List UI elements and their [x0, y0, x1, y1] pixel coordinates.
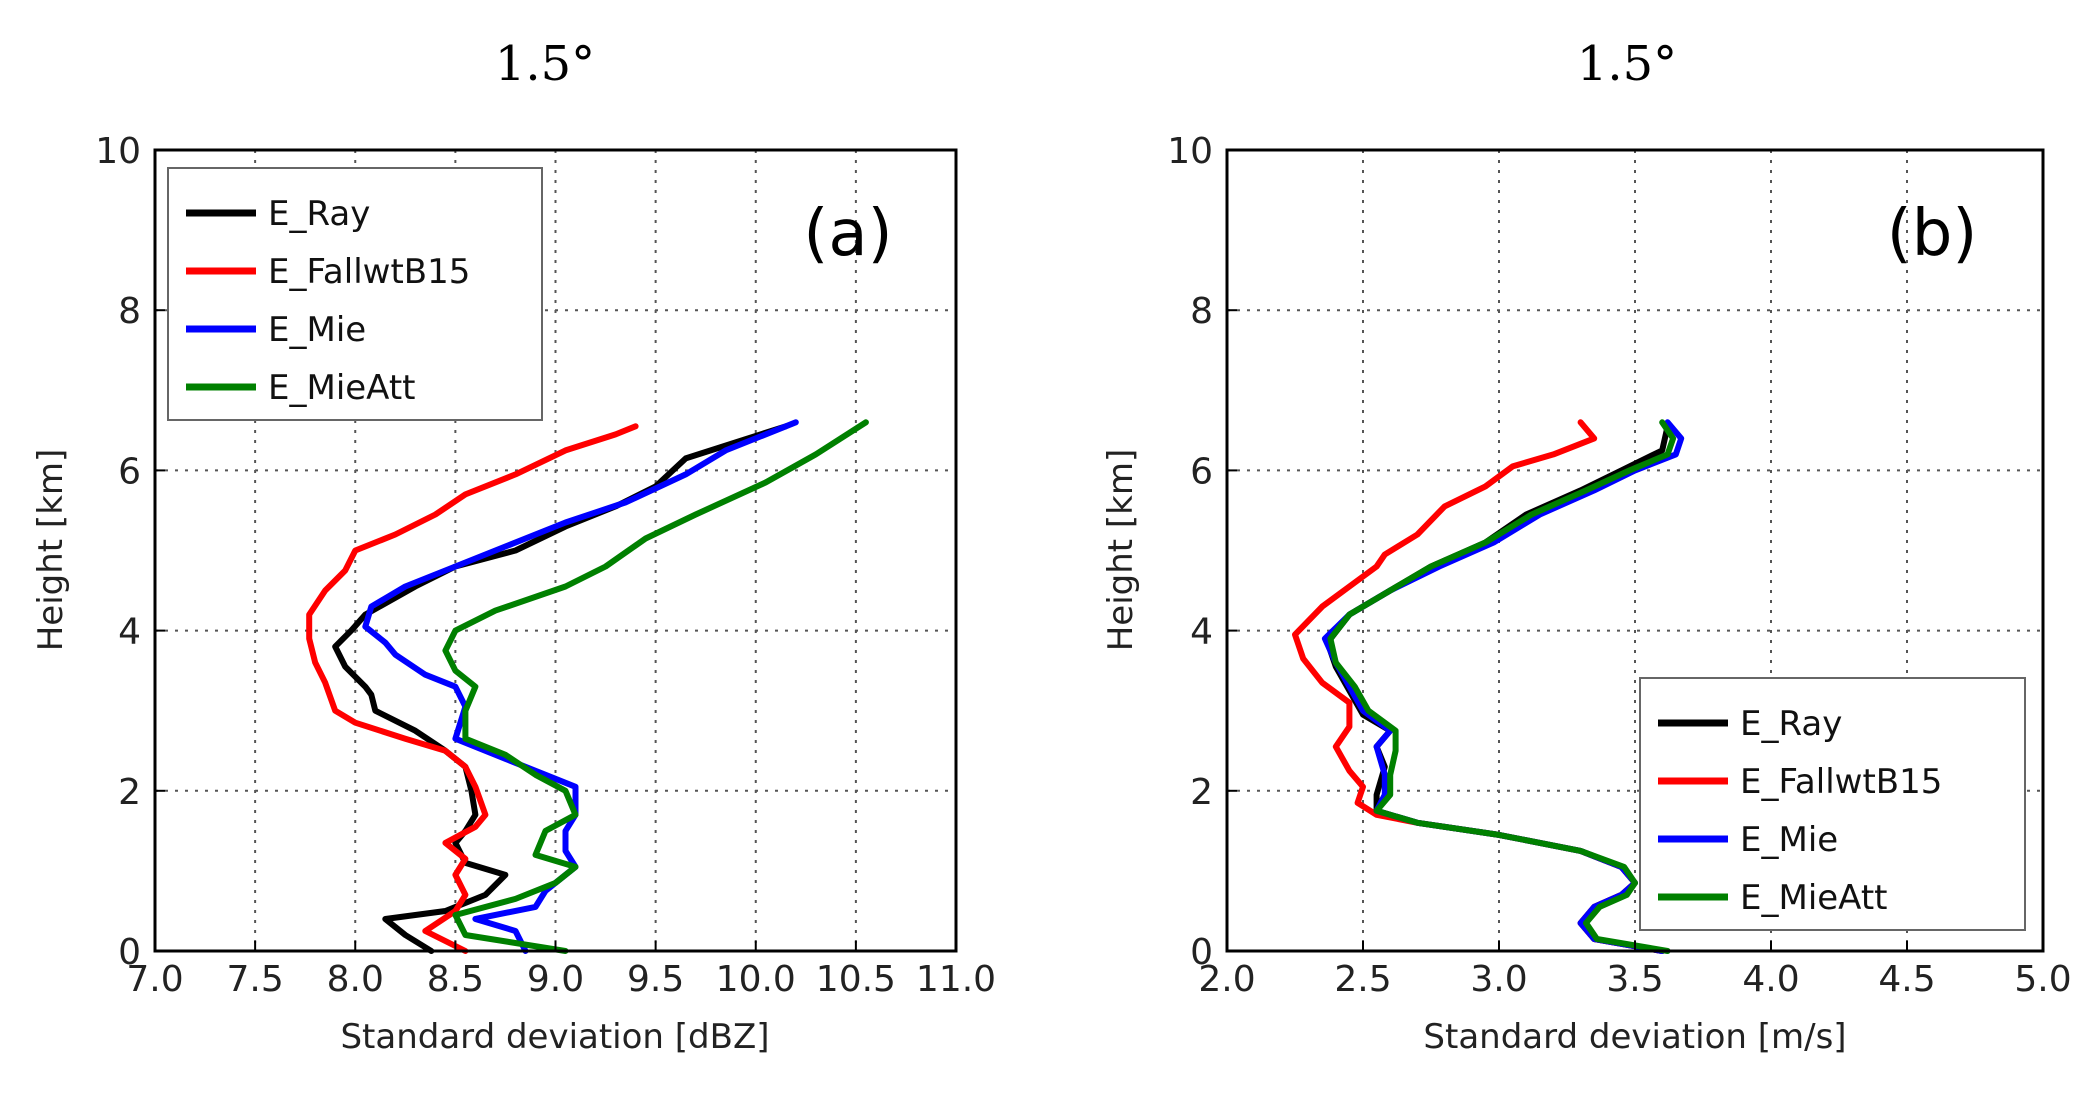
legend-label-e-mie: E_Mie [268, 310, 366, 350]
panel-b-y-tick-label: 6 [1190, 451, 1213, 492]
panel-a-x-tick-label: 10.0 [716, 959, 796, 1000]
panel-a-x-tick-label: 9.5 [627, 959, 684, 1000]
panel-b-x-tick-label: 5.0 [2014, 959, 2071, 1000]
panel-a-x-tick-label: 8.0 [327, 959, 384, 1000]
panel-b-y-tick-label: 0 [1190, 932, 1213, 973]
panel-a-tag: (a) [803, 197, 892, 271]
panel-b-legend: E_Ray E_FallwtB15 E_Mie E_MieAtt [1639, 677, 2026, 931]
chart-panel-b: 1.5° 2.0 2.5 3.0 3.5 4.0 4.5 5.0 0 2 4 6 8 10 Stand… [1101, 36, 2072, 1057]
panel-a-y-tick-label: 6 [118, 451, 141, 492]
panel-b-title: 1.5° [1577, 36, 1677, 92]
legend-label-e-mieatt: E_MieAtt [1740, 878, 1888, 918]
panel-a-x-ticks: 7.0 7.5 8.0 8.5 9.0 9.5 10.0 10.5 11.0 [126, 941, 996, 1000]
panel-b-x-tick-label: 2.0 [1198, 959, 1255, 1000]
panel-b-series-e-ray [1324, 423, 1671, 954]
panel-a-x-tick-label: 10.5 [816, 959, 896, 1000]
legend-label-e-fallwtb15: E_FallwtB15 [1740, 762, 1942, 802]
panel-a-series-e-mieatt [442, 419, 869, 954]
panel-a-title: 1.5° [495, 36, 595, 92]
panel-a-series [306, 419, 869, 954]
panel-b-y-axis-label: Height [km] [1101, 449, 1141, 652]
panel-b-y-tick-label: 10 [1167, 131, 1213, 172]
panel-b-x-tick-label: 2.5 [1334, 959, 1391, 1000]
panel-b-x-axis-label: Standard deviation [m/s] [1423, 1017, 1846, 1057]
panel-a-x-tick-label: 8.5 [427, 959, 484, 1000]
panel-a-y-tick-label: 8 [118, 291, 141, 332]
panel-a-y-tick-label: 0 [118, 932, 141, 973]
panel-b-series [1292, 419, 1685, 954]
panel-a-x-tick-label: 7.0 [126, 959, 183, 1000]
panel-b-x-tick-label: 4.5 [1878, 959, 1935, 1000]
panel-b-y-tick-label: 2 [1190, 772, 1213, 813]
panel-b-y-tick-label: 8 [1190, 291, 1213, 332]
legend-label-e-mieatt: E_MieAtt [268, 368, 416, 408]
panel-b-x-tick-label: 3.5 [1606, 959, 1663, 1000]
legend-label-e-mie: E_Mie [1740, 820, 1838, 860]
panel-a-x-tick-label: 11.0 [916, 959, 996, 1000]
panel-a-y-ticks: 0 2 4 6 8 10 [95, 131, 165, 973]
panel-a-x-tick-label: 7.5 [226, 959, 283, 1000]
panel-b-x-tick-label: 4.0 [1742, 959, 1799, 1000]
chart-panel-a: 1.5° 7.0 7.5 8.0 8.5 9.0 9.5 10.0 10.5 11.0 0 2 4 6… [31, 36, 996, 1057]
panel-b-x-ticks: 2.0 2.5 3.0 3.5 4.0 4.5 5.0 [1198, 941, 2072, 1000]
panel-a-y-tick-label: 10 [95, 131, 141, 172]
legend-label-e-ray: E_Ray [268, 194, 370, 234]
panel-b-x-tick-label: 3.0 [1470, 959, 1527, 1000]
panel-b-series-e-mieatt [1327, 419, 1677, 954]
panel-a-x-axis-label: Standard deviation [dBZ] [340, 1017, 769, 1057]
panel-a-series-e-fallwtb15 [306, 423, 639, 954]
panel-b-y-ticks: 0 2 4 6 8 10 [1167, 131, 1237, 973]
panel-a-y-axis-label: Height [km] [31, 449, 71, 652]
legend-label-e-fallwtb15: E_FallwtB15 [268, 252, 470, 292]
panel-b-legend-items: E_Ray E_FallwtB15 E_Mie E_MieAtt [1658, 704, 1942, 918]
panel-a-x-tick-label: 9.0 [527, 959, 584, 1000]
panel-a-y-tick-label: 4 [118, 612, 141, 653]
panel-a-series-e-ray [332, 423, 789, 954]
legend-label-e-ray: E_Ray [1740, 704, 1842, 744]
panel-a-legend: E_Ray E_FallwtB15 E_Mie E_MieAtt [167, 167, 543, 421]
panel-b-y-tick-label: 4 [1190, 612, 1213, 653]
panel-a-series-e-mie [362, 419, 799, 954]
panel-a-y-tick-label: 2 [118, 772, 141, 813]
panel-b-tag: (b) [1887, 197, 1978, 271]
panel-a-legend-items: E_Ray E_FallwtB15 E_Mie E_MieAtt [186, 194, 470, 408]
